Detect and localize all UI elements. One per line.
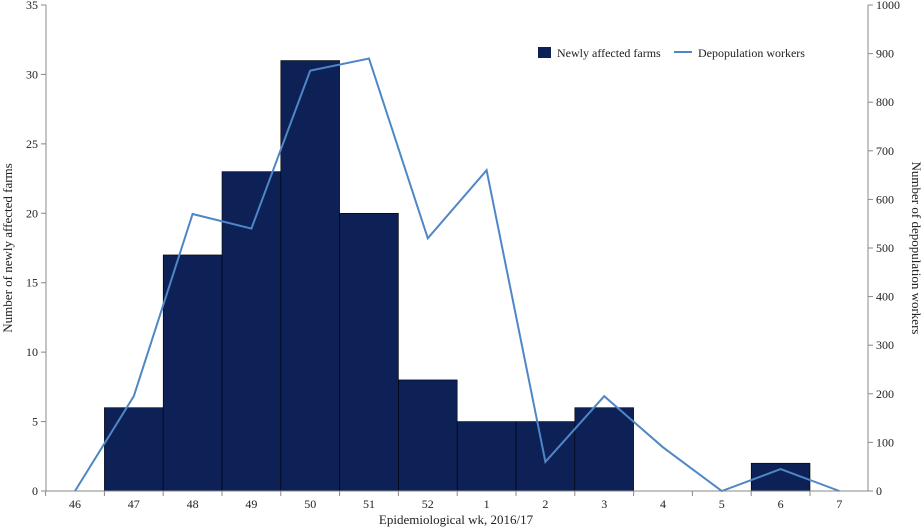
y-left-tick-label: 5 (32, 415, 38, 429)
bar-3 (574, 407, 634, 492)
bar-50 (280, 60, 340, 492)
x-tick-label: 1 (484, 497, 490, 511)
x-tick-label: 47 (128, 497, 140, 511)
y-left-tick-label: 25 (26, 137, 38, 151)
y-left-tick-label: 35 (26, 0, 38, 12)
x-tick-label: 5 (719, 497, 725, 511)
y-left-tick-label: 10 (26, 345, 38, 359)
y-right-tick-label: 100 (876, 435, 894, 449)
x-tick-label: 48 (187, 497, 199, 511)
x-tick-label: 52 (422, 497, 434, 511)
x-tick-label: 51 (363, 497, 375, 511)
line-group (74, 57, 840, 493)
y-axis-right-label: Number of depopulation workers (909, 162, 922, 335)
x-tick-label: 4 (660, 497, 666, 511)
bar-52 (398, 379, 458, 492)
y-right-tick-label: 500 (876, 241, 894, 255)
x-tick-label: 46 (69, 497, 81, 511)
legend-label-line: Depopulation workers (698, 46, 805, 60)
bar-48 (162, 254, 223, 492)
legend-swatch-bar (538, 47, 551, 58)
y-right-tick-label: 0 (876, 484, 882, 498)
y-right-tick-label: 200 (876, 387, 894, 401)
depopulation-workers-line (74, 57, 840, 493)
bar-2 (515, 421, 576, 492)
legend-label-bar: Newly affected farms (557, 46, 661, 60)
y-axis-left-label: Number of newly affected farms (0, 163, 15, 332)
y-left-tick-label: 0 (32, 484, 38, 498)
x-axis-label: Epidemiological wk, 2016/17 (379, 512, 534, 527)
legend: Newly affected farms Depopulation workers (538, 46, 805, 60)
x-tick-label: 50 (304, 497, 316, 511)
y-right-tick-label: 700 (876, 144, 894, 158)
bar-1 (456, 421, 517, 492)
x-tick-label: 7 (836, 497, 842, 511)
y-right-tick-label: 1000 (876, 0, 900, 12)
x-tick-label: 49 (245, 497, 257, 511)
y-left-tick-label: 15 (26, 276, 38, 290)
x-tick-label: 6 (778, 497, 784, 511)
y-right-tick-label: 300 (876, 338, 894, 352)
y-right-tick-label: 800 (876, 95, 894, 109)
y-left-tick-label: 20 (26, 206, 38, 220)
bar-47 (104, 407, 164, 492)
y-right-tick-label: 900 (876, 47, 894, 61)
bar-51 (339, 212, 399, 492)
y-right-tick-label: 600 (876, 192, 894, 206)
x-tick-label: 2 (542, 497, 548, 511)
x-tick-label: 3 (601, 497, 607, 511)
y-left-tick-label: 30 (26, 67, 38, 81)
bar-49 (221, 171, 282, 492)
bars-group (104, 60, 811, 492)
axes-group: 0510152025303501002003004005006007008009… (26, 0, 900, 511)
y-right-tick-label: 400 (876, 290, 894, 304)
